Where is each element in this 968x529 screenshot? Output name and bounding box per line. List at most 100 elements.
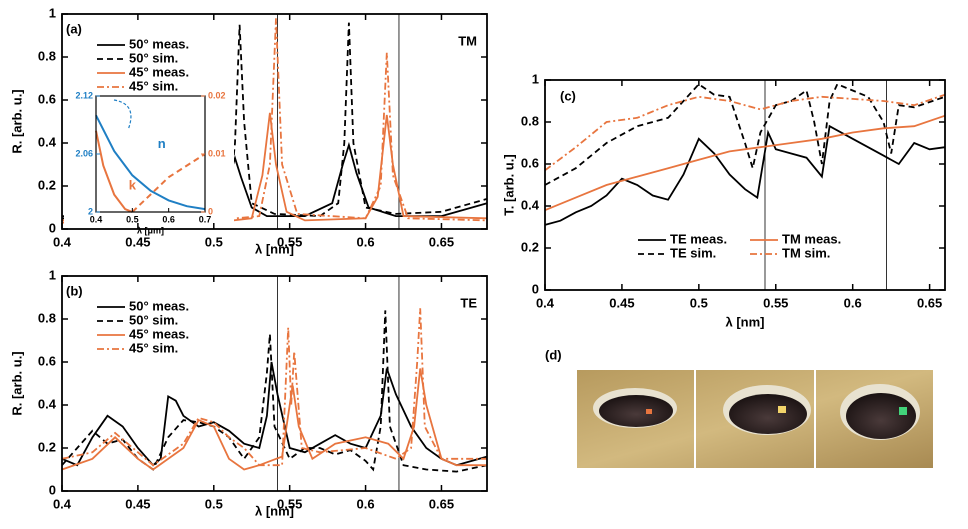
pointer-arrow bbox=[113, 99, 132, 131]
x-axis-label: λ [nm] bbox=[255, 503, 294, 518]
panel-annotation: TE bbox=[460, 295, 477, 310]
x-tick-label: 0.4 bbox=[53, 496, 72, 511]
x-axis-label: λ [nm] bbox=[726, 314, 765, 329]
y2-tick-label: 0.02 bbox=[208, 90, 226, 100]
panel-label: (d) bbox=[545, 347, 562, 362]
data-line bbox=[62, 18, 488, 222]
x-tick-label: 0.6 bbox=[357, 234, 375, 249]
legend-label: 45° sim. bbox=[129, 340, 178, 355]
y-tick-label: 1 bbox=[49, 5, 56, 20]
inset-line bbox=[131, 153, 206, 213]
x-tick-label: 0.5 bbox=[126, 214, 139, 224]
y-tick-label: 0.8 bbox=[38, 310, 56, 325]
y-tick-label: 2 bbox=[88, 206, 93, 216]
y-tick-label: 0 bbox=[49, 482, 56, 497]
curve-label: n bbox=[158, 136, 166, 151]
y-tick-label: 0 bbox=[49, 220, 56, 235]
plot-frame bbox=[544, 79, 946, 291]
hole bbox=[846, 393, 916, 439]
x-tick-label: 0.4 bbox=[536, 295, 555, 310]
curve-label: k bbox=[129, 177, 137, 192]
legend-label: 50° sim. bbox=[129, 50, 178, 65]
light-spot bbox=[646, 409, 652, 414]
y-axis-label: R. [arb. u.] bbox=[9, 89, 24, 153]
x-tick-label: 0.65 bbox=[917, 295, 942, 310]
x-tick-label: 0.55 bbox=[277, 234, 302, 249]
legend-label: 50° sim. bbox=[129, 312, 178, 327]
light-spot bbox=[778, 406, 786, 413]
data-line bbox=[61, 308, 487, 467]
panel-label: (b) bbox=[66, 283, 83, 298]
panel-annotation: TM bbox=[458, 33, 477, 48]
chart-panel: 0.4 0.45 0.5 0.55 0.6 0.65 0 0.2 0.4 0.6 0.8 1 λ [nm… bbox=[9, 267, 488, 518]
x-tick-label: 0.5 bbox=[690, 295, 708, 310]
data-line bbox=[544, 114, 946, 212]
legend-label: TM meas. bbox=[782, 231, 841, 246]
legend-label: 45° meas. bbox=[129, 64, 189, 79]
y-tick-label: 1 bbox=[532, 71, 539, 86]
y-tick-label: 0 bbox=[532, 281, 539, 296]
y-tick-label: 0.4 bbox=[38, 396, 57, 411]
inset: n k 0.4 0.5 0.6 0.7 2 2.06 2.12 0 0.01 0.02 λ [μm] bbox=[64, 90, 234, 250]
x-tick-label: 0.45 bbox=[125, 496, 150, 511]
x-tick-label: 0.7 bbox=[199, 214, 212, 224]
x-tick-label: 0.55 bbox=[277, 496, 302, 511]
legend-label: TM sim. bbox=[782, 245, 830, 260]
x-tick-label: 0.45 bbox=[125, 234, 150, 249]
plot-frame bbox=[61, 275, 488, 492]
y-axis-label: T. [arb. u.] bbox=[501, 154, 516, 215]
hole bbox=[729, 394, 807, 434]
y-axis-label: R. [arb. u.] bbox=[9, 351, 24, 415]
y-tick-label: 0.8 bbox=[521, 113, 539, 128]
panel-label: (a) bbox=[66, 21, 82, 36]
data-line bbox=[544, 93, 946, 172]
legend-label: 45° meas. bbox=[129, 326, 189, 341]
x-tick-label: 0.65 bbox=[429, 234, 454, 249]
y-tick-label: 0.6 bbox=[38, 353, 56, 368]
x-tick-label: 0.65 bbox=[429, 496, 454, 511]
x-tick-label: 0.6 bbox=[357, 496, 375, 511]
y-tick-label: 0.4 bbox=[38, 134, 57, 149]
hole bbox=[599, 395, 673, 427]
y-tick-label: 0.2 bbox=[38, 439, 56, 454]
y-tick-label: 0.6 bbox=[521, 155, 539, 170]
y-tick-label: 1 bbox=[49, 267, 56, 282]
legend-label: 45° sim. bbox=[129, 78, 178, 93]
x-tick-label: 0.55 bbox=[763, 295, 788, 310]
photo-panel: (d) bbox=[545, 347, 933, 468]
legend-label: TE sim. bbox=[670, 245, 716, 260]
legend-label: TE meas. bbox=[670, 231, 727, 246]
x-tick-label: 0.45 bbox=[609, 295, 634, 310]
light-spot bbox=[899, 407, 907, 415]
x-tick-label: 0.5 bbox=[205, 496, 223, 511]
chart-panel: 0.4 0.45 0.5 0.55 0.6 0.65 0 0.2 0.4 0.6 0.8 1 λ [nm… bbox=[501, 71, 946, 329]
legend-label: 50° meas. bbox=[129, 298, 189, 313]
y2-tick-label: 0 bbox=[208, 206, 213, 216]
legend-label: 50° meas. bbox=[129, 36, 189, 51]
x-tick-label: 0.6 bbox=[844, 295, 862, 310]
y-tick-label: 0.4 bbox=[521, 197, 540, 212]
x-tick-label: 0.6 bbox=[162, 214, 175, 224]
inset-background bbox=[64, 90, 234, 250]
y-tick-label: 0.2 bbox=[521, 239, 539, 254]
data-line bbox=[544, 83, 946, 186]
panel-label: (c) bbox=[560, 88, 576, 103]
data-line bbox=[61, 361, 488, 467]
y-tick-label: 0.6 bbox=[38, 91, 56, 106]
x-axis-label: λ [μm] bbox=[137, 225, 164, 235]
plot-frame bbox=[61, 13, 488, 230]
y-tick-label: 2.12 bbox=[75, 90, 93, 100]
x-tick-label: 0.4 bbox=[90, 214, 103, 224]
y2-tick-label: 0.01 bbox=[208, 148, 226, 158]
inset-line bbox=[95, 114, 206, 211]
x-tick-label: 0.4 bbox=[53, 234, 72, 249]
y-tick-label: 0.8 bbox=[38, 48, 56, 63]
inset-line bbox=[95, 130, 133, 213]
y-tick-label: 0.2 bbox=[38, 177, 56, 192]
x-axis-label: λ [nm] bbox=[255, 241, 294, 256]
y-tick-label: 2.06 bbox=[75, 148, 93, 158]
x-tick-label: 0.5 bbox=[205, 234, 223, 249]
data-line bbox=[61, 310, 488, 473]
